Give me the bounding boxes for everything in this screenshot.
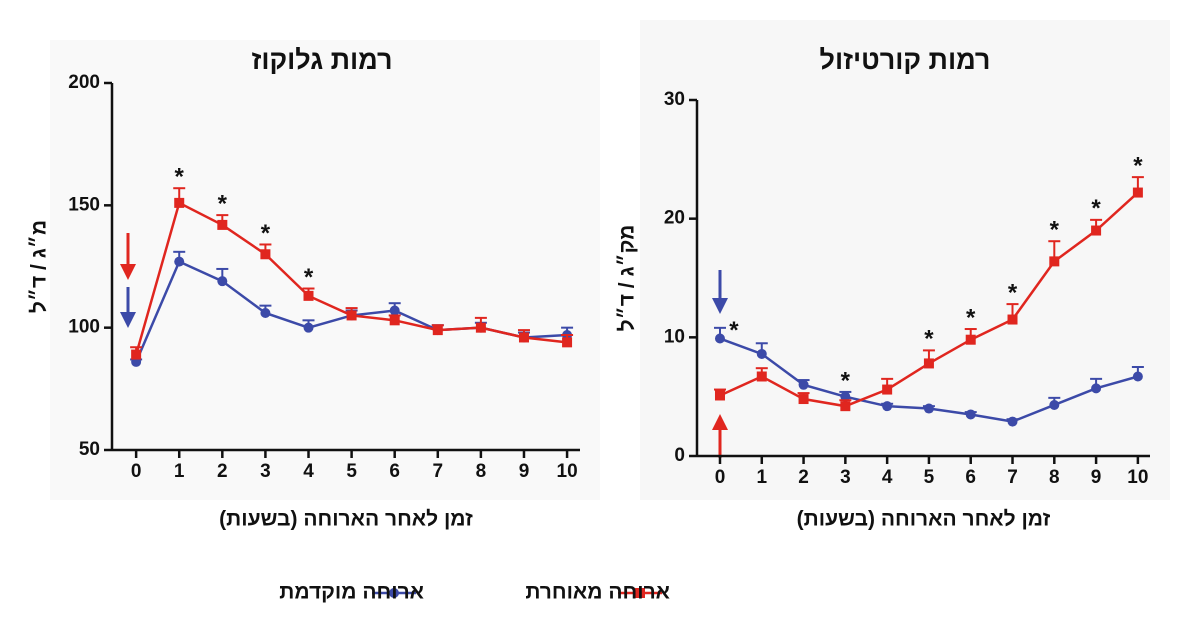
data-point xyxy=(840,401,851,412)
data-point xyxy=(882,401,893,412)
data-point xyxy=(303,290,314,301)
x-tick-label: 1 xyxy=(174,461,185,482)
x-tick-label: 3 xyxy=(840,467,851,488)
data-point xyxy=(260,249,271,260)
x-tick-label: 7 xyxy=(1007,467,1018,488)
x-tick-label: 10 xyxy=(1127,467,1148,488)
series xyxy=(713,176,1144,412)
x-tick-label: 9 xyxy=(1091,467,1102,488)
data-point xyxy=(1049,256,1060,267)
x-tick-label: 5 xyxy=(346,461,357,482)
x-tick-label: 4 xyxy=(882,467,893,488)
data-point xyxy=(174,197,185,208)
data-point xyxy=(965,409,976,420)
data-point xyxy=(346,310,357,321)
data-point xyxy=(1132,371,1143,382)
y-axis-label: מ״ג / ד״ל xyxy=(28,220,51,313)
panel-background xyxy=(50,40,600,500)
significance-marker: * xyxy=(966,304,976,331)
data-point xyxy=(1007,416,1018,427)
y-tick-label: 150 xyxy=(68,194,100,215)
y-tick-label: 30 xyxy=(664,89,685,110)
legend-marker xyxy=(635,588,645,598)
data-point xyxy=(1091,383,1102,394)
x-tick-label: 1 xyxy=(756,467,767,488)
significance-marker: * xyxy=(1008,279,1018,306)
legend-label: ארוחה מוקדמת xyxy=(279,581,424,604)
significance-marker: * xyxy=(841,367,851,394)
data-point xyxy=(882,384,893,395)
x-tick-label: 7 xyxy=(433,461,444,482)
data-point xyxy=(260,307,271,318)
series xyxy=(130,187,574,360)
data-point xyxy=(389,305,400,316)
x-tick-label: 3 xyxy=(260,461,271,482)
x-tick-label: 2 xyxy=(217,461,228,482)
x-tick-label: 0 xyxy=(131,461,142,482)
y-tick-label: 20 xyxy=(664,208,685,229)
significance-marker: * xyxy=(175,164,185,191)
x-tick-label: 5 xyxy=(924,467,935,488)
chart-title: רמות קורטיזול xyxy=(820,45,991,75)
data-point xyxy=(714,390,725,401)
significance-marker: * xyxy=(1050,217,1060,244)
x-axis-label: זמן לאחר הארוחה (בשעות) xyxy=(219,508,473,531)
data-point xyxy=(714,333,725,344)
data-point xyxy=(217,276,228,287)
x-tick-label: 4 xyxy=(303,461,314,482)
data-point xyxy=(798,394,809,405)
data-point xyxy=(518,332,529,343)
legend-marker xyxy=(389,588,399,598)
x-axis-label: זמן לאחר הארוחה (בשעות) xyxy=(797,508,1051,531)
data-point xyxy=(1049,399,1060,410)
data-point xyxy=(840,391,851,402)
data-point xyxy=(756,348,767,359)
x-tick-label: 0 xyxy=(715,467,726,488)
data-point xyxy=(1091,225,1102,236)
data-point xyxy=(174,256,185,267)
y-tick-label: 10 xyxy=(664,326,685,347)
panel-background xyxy=(640,20,1170,500)
y-tick-label: 0 xyxy=(674,445,685,466)
y-tick-label: 200 xyxy=(68,72,100,93)
x-tick-label: 2 xyxy=(798,467,809,488)
x-tick-label: 9 xyxy=(519,461,530,482)
x-tick-label: 6 xyxy=(965,467,976,488)
data-point xyxy=(1132,187,1143,198)
arrows xyxy=(120,233,728,458)
data-point xyxy=(798,379,809,390)
data-point xyxy=(303,322,314,333)
significance-marker: * xyxy=(924,326,934,353)
data-point xyxy=(217,219,228,230)
significance-marker: * xyxy=(218,190,228,217)
series xyxy=(713,326,1144,427)
data-point xyxy=(131,349,142,360)
significance-marker: * xyxy=(1091,195,1101,222)
data-point xyxy=(923,403,934,414)
significance-marker: * xyxy=(729,317,739,344)
x-tick-label: 8 xyxy=(476,461,487,482)
legend-label: ארוחה מאוחרת xyxy=(525,581,670,604)
y-tick-label: 100 xyxy=(68,317,100,338)
chart-title: רמות גלוקוז xyxy=(251,45,392,75)
significance-marker: * xyxy=(261,220,271,247)
significance-marker: * xyxy=(304,264,314,291)
data-point xyxy=(475,322,486,333)
x-tick-label: 10 xyxy=(557,461,578,482)
data-point xyxy=(965,334,976,345)
y-tick-label: 50 xyxy=(79,439,100,460)
x-tick-label: 6 xyxy=(389,461,400,482)
data-point xyxy=(1007,314,1018,325)
data-point xyxy=(562,337,573,348)
y-axis-label: מק״ג / ד״ל xyxy=(616,225,639,332)
x-tick-label: 8 xyxy=(1049,467,1060,488)
data-point xyxy=(923,358,934,369)
data-point xyxy=(432,325,443,336)
data-point xyxy=(756,371,767,382)
data-point xyxy=(389,315,400,326)
significance-marker: * xyxy=(1133,152,1143,179)
